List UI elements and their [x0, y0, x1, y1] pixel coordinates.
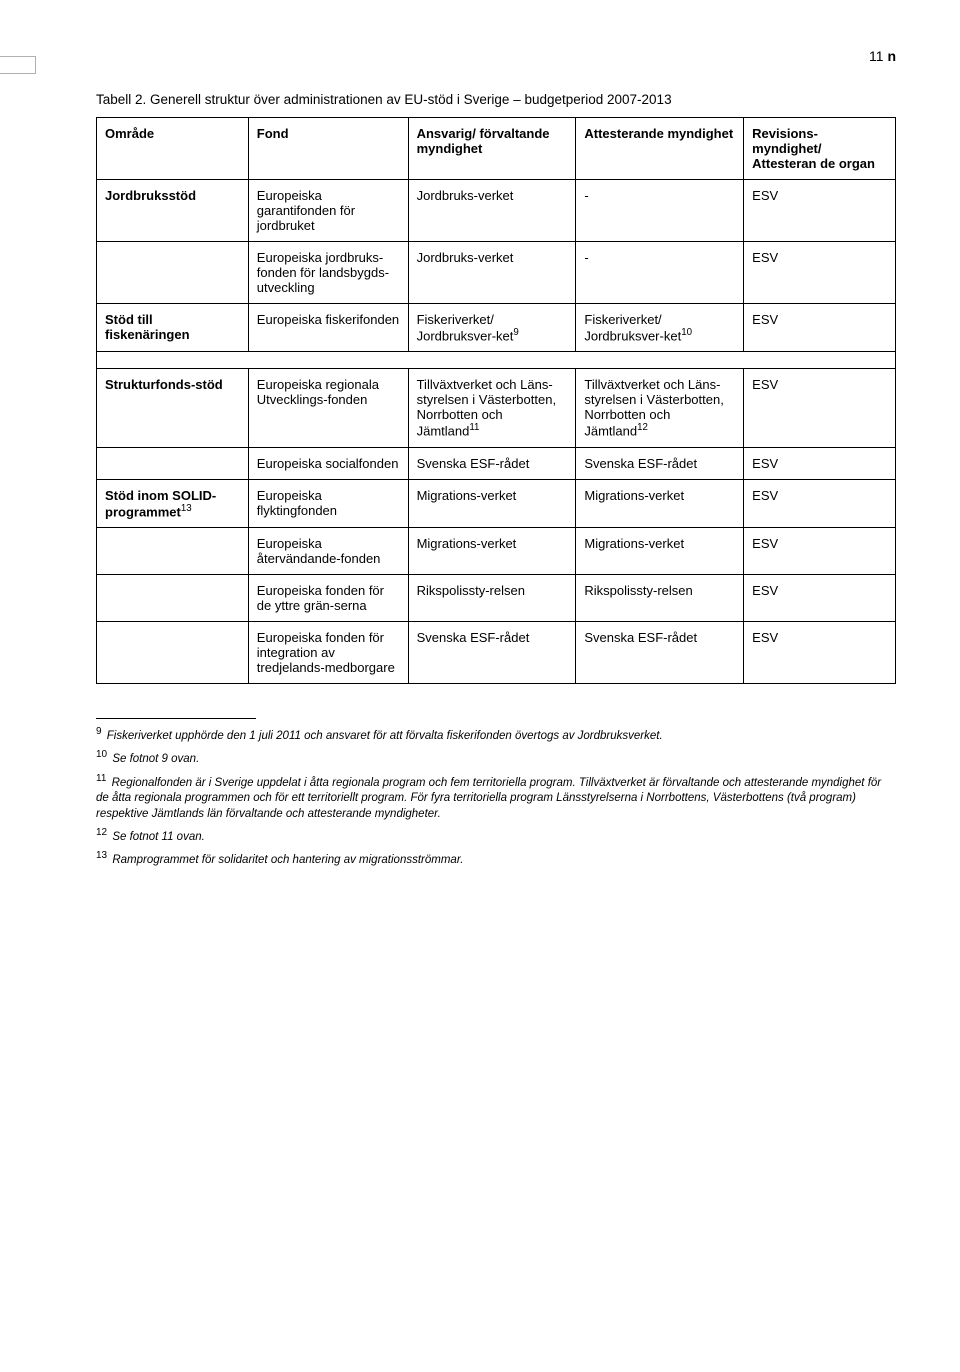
footnote-number: 10: [96, 749, 107, 760]
table-cell: ESV: [744, 180, 896, 242]
table-cell: Svenska ESF-rådet: [576, 621, 744, 683]
footnote: 10 Se fotnot 9 ovan.: [96, 748, 896, 767]
table-row: Europeiska socialfondenSvenska ESF-rådet…: [97, 447, 896, 479]
table-header: Område Fond Ansvarig/ förvaltande myndig…: [97, 118, 896, 180]
table-cell: Jordbruks-verket: [408, 180, 576, 242]
footnote: 12 Se fotnot 11 ovan.: [96, 826, 896, 845]
table-section-gap: [97, 352, 896, 369]
page-number: 11 n: [96, 48, 896, 64]
table-cell: ESV: [744, 242, 896, 304]
table-cell: Europeiska socialfonden: [248, 447, 408, 479]
table-cell: Tillväxtverket och Läns-styrelsen i Väst…: [408, 369, 576, 447]
footnote-number: 13: [96, 850, 107, 861]
table-cell: Fiskeriverket/ Jordbruksver-ket9: [408, 304, 576, 352]
table-cell: Rikspolissty-relsen: [576, 574, 744, 621]
table-cell: -: [576, 242, 744, 304]
table-cell: ESV: [744, 527, 896, 574]
page-number-value: 11: [869, 48, 884, 64]
table-row: Europeiska återvändande-fondenMigrations…: [97, 527, 896, 574]
table-cell: [97, 621, 249, 683]
table-cell: ESV: [744, 369, 896, 447]
footnote: 9 Fiskeriverket upphörde den 1 juli 2011…: [96, 725, 896, 744]
table-row: Europeiska fonden för integration av tre…: [97, 621, 896, 683]
table-cell: Rikspolissty-relsen: [408, 574, 576, 621]
table-cell: Europeiska jordbruks-fonden för landsbyg…: [248, 242, 408, 304]
footnote-number: 12: [96, 827, 107, 838]
margin-tab-decoration: [0, 56, 36, 74]
table-cell: [97, 574, 249, 621]
footnote-number: 9: [96, 726, 102, 737]
table-row: Strukturfonds-stödEuropeiska regionala U…: [97, 369, 896, 447]
table-row: Stöd inom SOLID-programmet13Europeiska f…: [97, 479, 896, 527]
table-cell: ESV: [744, 621, 896, 683]
table-cell: Stöd inom SOLID-programmet13: [97, 479, 249, 527]
table-cell: [97, 447, 249, 479]
table-cell: Europeiska regionala Utvecklings-fonden: [248, 369, 408, 447]
page-number-suffix: n: [887, 48, 896, 64]
table-cell: Stöd till fiskenäringen: [97, 304, 249, 352]
table-cell: Jordbruksstöd: [97, 180, 249, 242]
footnote-number: 11: [96, 773, 106, 784]
table-body: JordbruksstödEuropeiska garantifonden fö…: [97, 180, 896, 684]
table-row: JordbruksstödEuropeiska garantifonden fö…: [97, 180, 896, 242]
table-cell: Europeiska garantifonden för jordbruket: [248, 180, 408, 242]
table-cell: Migrations-verket: [408, 479, 576, 527]
table-cell: Migrations-verket: [576, 479, 744, 527]
table-cell: ESV: [744, 304, 896, 352]
footnote-text: Se fotnot 11 ovan.: [109, 831, 205, 843]
table-cell: Svenska ESF-rådet: [408, 447, 576, 479]
table-cell: [97, 242, 249, 304]
table-cell: Europeiska fiskerifonden: [248, 304, 408, 352]
table-cell: Jordbruks-verket: [408, 242, 576, 304]
table-cell: ESV: [744, 479, 896, 527]
footnote-text: Regionalfonden är i Sverige uppdelat i å…: [96, 777, 881, 820]
table-cell: -: [576, 180, 744, 242]
table-caption: Tabell 2. Generell struktur över adminis…: [96, 92, 896, 107]
eu-funds-table: Område Fond Ansvarig/ förvaltande myndig…: [96, 117, 896, 684]
table-row: Europeiska fonden för de yttre grän-sern…: [97, 574, 896, 621]
header-attesterande: Attesterande myndighet: [576, 118, 744, 180]
table-cell: Tillväxtverket och Läns-styrelsen i Väst…: [576, 369, 744, 447]
table-cell: Europeiska fonden för integration av tre…: [248, 621, 408, 683]
footnote-text: Ramprogrammet för solidaritet och hanter…: [109, 854, 463, 866]
table-cell: Fiskeriverket/ Jordbruksver-ket10: [576, 304, 744, 352]
header-ansvarig: Ansvarig/ förvaltande myndighet: [408, 118, 576, 180]
table-cell: Europeiska fonden för de yttre grän-sern…: [248, 574, 408, 621]
table-cell: ESV: [744, 574, 896, 621]
header-omrade: Område: [97, 118, 249, 180]
footnote-text: Fiskeriverket upphörde den 1 juli 2011 o…: [104, 730, 663, 742]
footnote: 13 Ramprogrammet för solidaritet och han…: [96, 849, 896, 868]
footnotes-section: 9 Fiskeriverket upphörde den 1 juli 2011…: [96, 718, 896, 869]
footnote: 11 Regionalfonden är i Sverige uppdelat …: [96, 772, 896, 822]
table-cell: ESV: [744, 447, 896, 479]
table-cell: Europeiska flyktingfonden: [248, 479, 408, 527]
footnote-text: Se fotnot 9 ovan.: [109, 753, 199, 765]
document-page: 11 n Tabell 2. Generell struktur över ad…: [0, 0, 960, 913]
table-row: Stöd till fiskenäringenEuropeiska fisker…: [97, 304, 896, 352]
header-revisions: Revisions-myndighet/ Attesteran de organ: [744, 118, 896, 180]
table-row: Europeiska jordbruks-fonden för landsbyg…: [97, 242, 896, 304]
table-cell: Svenska ESF-rådet: [576, 447, 744, 479]
table-cell: Migrations-verket: [576, 527, 744, 574]
header-fond: Fond: [248, 118, 408, 180]
table-cell: Strukturfonds-stöd: [97, 369, 249, 447]
table-cell: Migrations-verket: [408, 527, 576, 574]
table-cell: Svenska ESF-rådet: [408, 621, 576, 683]
table-cell: Europeiska återvändande-fonden: [248, 527, 408, 574]
table-cell: [97, 527, 249, 574]
footnote-rule: [96, 718, 256, 719]
